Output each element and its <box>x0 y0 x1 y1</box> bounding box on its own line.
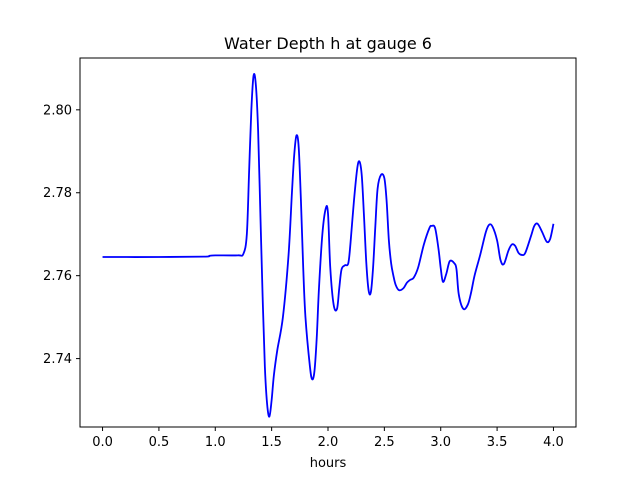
y-tick-label: 2.80 <box>43 103 72 118</box>
x-tick-label: 2.5 <box>374 435 395 450</box>
x-axis-label: hours <box>310 456 347 471</box>
x-tick-label: 3.5 <box>487 435 508 450</box>
x-tick-label: 0.0 <box>92 435 113 450</box>
y-tick-label: 2.78 <box>43 186 72 201</box>
x-tick-label: 1.0 <box>205 435 226 450</box>
chart-title: Water Depth h at gauge 6 <box>224 34 432 53</box>
x-tick-label: 2.0 <box>318 435 339 450</box>
y-tick-label: 2.74 <box>43 352 72 367</box>
axes-frame <box>79 57 577 428</box>
series-layer <box>102 72 555 418</box>
y-axis: 2.74 2.76 2.78 2.80 <box>43 103 80 367</box>
x-axis: 0.0 0.5 1.0 1.5 2.0 2.5 3.0 3.5 4.0 <box>92 427 564 450</box>
plot-area: 0.0 0.5 1.0 1.5 2.0 2.5 3.0 3.5 4.0 2.74 2.76 2.78… <box>43 57 577 450</box>
y-tick-label: 2.76 <box>43 269 72 284</box>
x-tick-label: 0.5 <box>149 435 170 450</box>
x-tick-label: 1.5 <box>261 435 282 450</box>
x-tick-label: 4.0 <box>543 435 564 450</box>
series-line-0 <box>102 72 555 418</box>
x-tick-label: 3.0 <box>430 435 451 450</box>
